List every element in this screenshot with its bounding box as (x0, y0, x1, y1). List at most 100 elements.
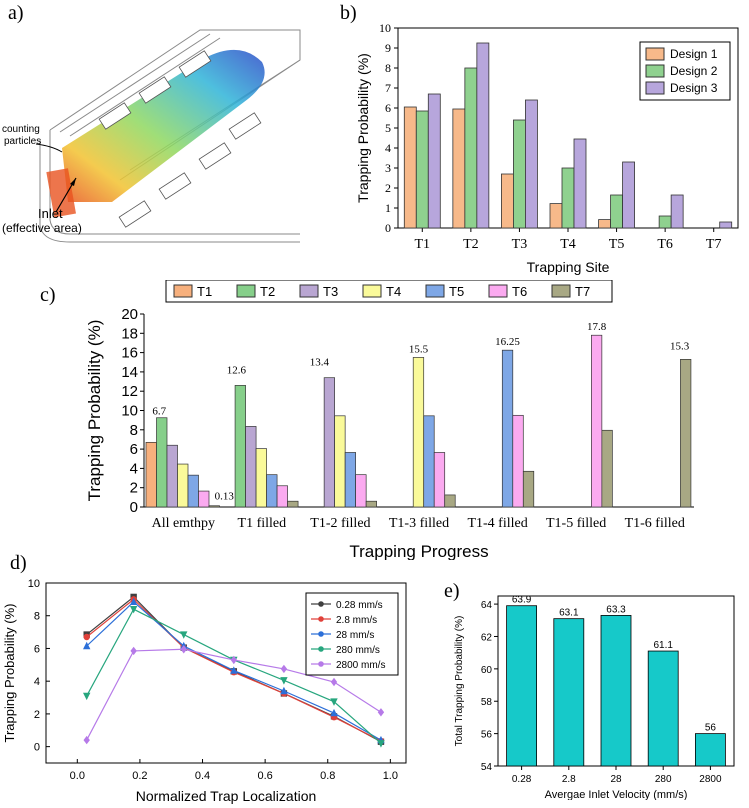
counting-arrow (35, 143, 63, 153)
bar-t3 (166, 444, 178, 508)
legend-label: Design 2 (670, 64, 718, 78)
y-tick-label: 62 (481, 632, 493, 643)
chart-d: 0 2 4 6 8 10 0.0 0.2 0.4 0.6 0.8 1.0 Normalized Trap… (2, 578, 407, 804)
legend-marker (318, 616, 324, 622)
x-tick-label: 0.4 (195, 770, 210, 782)
legend-label: 2.8 mm/s (336, 615, 377, 626)
x-tick-label: 0.0 (70, 770, 85, 782)
y-tick-label: 4 (130, 460, 138, 477)
data-label: 61.1 (653, 640, 673, 651)
data-point (129, 605, 138, 614)
legend-label: T4 (386, 284, 401, 299)
data-point (180, 631, 188, 639)
bar-design-2 (464, 67, 478, 229)
y-tick-label: 56 (481, 730, 493, 741)
x-axis-label: Avergae Inlet Velocity (mm/s) (545, 789, 688, 800)
x-tick-label: T4 (560, 237, 576, 252)
bar-t4 (412, 357, 425, 508)
y-tick-label: 12 (121, 383, 138, 400)
data-label: 6.7 (152, 405, 166, 417)
bar-design-1 (549, 203, 563, 229)
bar-design-3 (622, 161, 635, 229)
data-label: 63.9 (512, 595, 532, 606)
legend-marker (318, 646, 324, 652)
y-tick-label: 60 (481, 665, 493, 676)
bar-t3 (245, 426, 257, 508)
x-tick-label: T7 (706, 237, 722, 252)
plot-frame (45, 582, 407, 764)
data-point (129, 597, 138, 606)
y-tick-label: 10 (28, 578, 40, 590)
bar-t7 (601, 429, 613, 508)
legend-label: T1 (197, 284, 212, 299)
y-tick-label: 9 (385, 41, 391, 55)
y-tick-label: 2 (130, 480, 138, 497)
legend-label: 2800 mm/s (336, 660, 385, 671)
y-tick-label: 8 (130, 422, 138, 439)
bar-design-3 (719, 221, 733, 229)
bar-t4 (255, 448, 267, 508)
legend-label: T7 (575, 284, 590, 299)
bar-t5 (344, 452, 356, 508)
bar-t6 (276, 485, 288, 508)
x-tick-label: T2 (463, 237, 479, 252)
y-tick-label: 10 (379, 21, 391, 35)
x-tick-label: T1-3 filled (389, 516, 449, 531)
data-point (280, 677, 288, 685)
bar-design-3 (670, 194, 684, 229)
bar (694, 733, 726, 767)
inlet-label-2: (effective area) (2, 221, 82, 235)
bar-design-3 (427, 93, 441, 229)
x-tick-label: 1.0 (383, 770, 398, 782)
legend-swatch (488, 284, 508, 298)
bar (647, 650, 679, 767)
flow-field (62, 49, 265, 203)
y-tick-label: 0 (34, 742, 40, 754)
y-axis-label: Trapping Probability (%) (2, 604, 17, 743)
x-tick-label: 0.2 (132, 770, 147, 782)
legend-marker (318, 661, 324, 667)
x-tick-label: 28 (610, 774, 622, 785)
bar-t5 (501, 349, 514, 508)
legend-swatch (645, 81, 665, 95)
legend-swatch (645, 64, 665, 78)
legend-label: Design 3 (670, 81, 718, 95)
legend-label: T2 (260, 284, 275, 299)
y-tick-label: 6 (385, 101, 391, 115)
trap-structures (98, 50, 262, 228)
device-illustration: counting particles Inlet (effective area… (2, 29, 301, 243)
data-label: 15.5 (409, 343, 429, 355)
data-point (82, 641, 91, 650)
y-tick-label: 5 (385, 121, 391, 135)
y-tick-label: 8 (385, 61, 391, 75)
bar-t7 (208, 505, 220, 508)
bar-design-1 (452, 108, 466, 229)
bar-design-3 (525, 99, 538, 229)
y-tick-label: 2 (34, 709, 40, 721)
bar (600, 615, 632, 767)
chart-c: 0 2 4 6 8 10 12 14 16 18 20 All emthpy T1 filled T1-2… (85, 280, 694, 560)
data-point (377, 740, 385, 748)
legend-label: 28 mm/s (336, 630, 374, 641)
x-tick-label: T5 (609, 237, 625, 252)
y-tick-label: 2 (385, 181, 391, 195)
bar-t3 (323, 377, 335, 508)
y-tick-label: 7 (385, 81, 391, 95)
data-label: 13.4 (310, 357, 330, 369)
y-tick-label: 8 (34, 611, 40, 623)
bar-design-2 (415, 110, 429, 229)
bar-t6 (433, 452, 446, 508)
data-point (330, 708, 338, 717)
legend-marker (318, 601, 324, 607)
data-point (130, 646, 137, 656)
bar-design-1 (598, 219, 611, 229)
bar-design-2 (513, 119, 526, 229)
legend-swatch (299, 284, 319, 298)
y-tick-label: 18 (121, 325, 138, 342)
x-axis-label: Trapping Site (527, 259, 610, 275)
y-tick-label: 64 (481, 600, 493, 611)
y-axis-label: Trapping Probability (%) (85, 320, 104, 502)
legend-label: Design 1 (670, 47, 718, 61)
bar-design-3 (476, 42, 490, 229)
y-tick-label: 3 (385, 161, 391, 175)
